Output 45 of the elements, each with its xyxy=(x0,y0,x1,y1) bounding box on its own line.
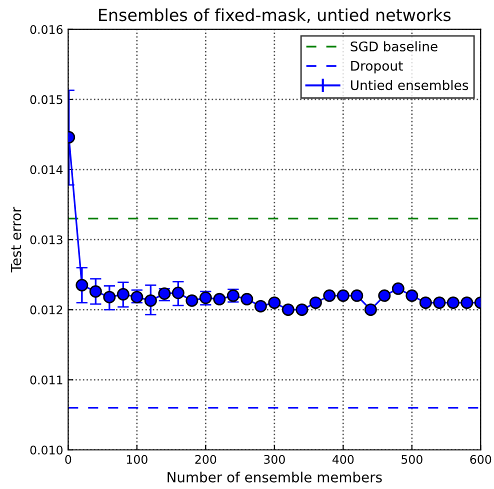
point xyxy=(364,303,377,316)
point xyxy=(116,288,130,301)
point xyxy=(144,294,157,307)
point xyxy=(406,289,418,302)
y-tick-label: 0.013 xyxy=(30,235,62,244)
y-axis-title: Test error xyxy=(10,206,22,272)
point xyxy=(309,296,322,309)
chart-title: Ensembles of fixed-mask, untied networks xyxy=(99,8,451,23)
point xyxy=(392,282,404,295)
point xyxy=(433,296,446,309)
point xyxy=(336,289,350,302)
point xyxy=(446,296,460,309)
point xyxy=(103,290,116,304)
point xyxy=(296,303,308,316)
point xyxy=(76,278,88,292)
point xyxy=(240,292,254,306)
x-tick-label: 100 xyxy=(126,454,148,464)
x-axis-title: Number of ensemble members xyxy=(168,472,382,482)
y-tick-label: 0.012 xyxy=(30,305,62,314)
point xyxy=(172,286,184,300)
point xyxy=(254,300,267,312)
x-tick-label: 300 xyxy=(264,454,285,464)
point xyxy=(268,296,281,309)
point xyxy=(378,289,391,302)
point xyxy=(186,294,198,307)
y-tick-label: 0.015 xyxy=(30,95,62,104)
point xyxy=(460,296,474,309)
point xyxy=(350,289,364,302)
legend-label: Dropout xyxy=(351,60,403,74)
x-tick-label: 500 xyxy=(402,454,422,464)
x-tick-label: 400 xyxy=(332,454,354,464)
y-tick-label: 0.014 xyxy=(30,165,63,174)
y-tick-label: 0.011 xyxy=(30,376,62,384)
legend-label: Untied ensembles xyxy=(351,80,468,90)
x-tick-label: 600 xyxy=(470,454,492,464)
point xyxy=(213,292,226,306)
x-tick-label: 0 xyxy=(65,454,72,464)
y-tick-label: 0.016 xyxy=(30,25,63,34)
point xyxy=(323,289,336,302)
point xyxy=(89,285,102,298)
x-tick-label: 200 xyxy=(195,454,216,464)
legend-label: SGD baseline xyxy=(350,41,438,52)
y-tick-label: 0.010 xyxy=(30,446,63,455)
point xyxy=(282,303,294,316)
point xyxy=(419,296,432,309)
